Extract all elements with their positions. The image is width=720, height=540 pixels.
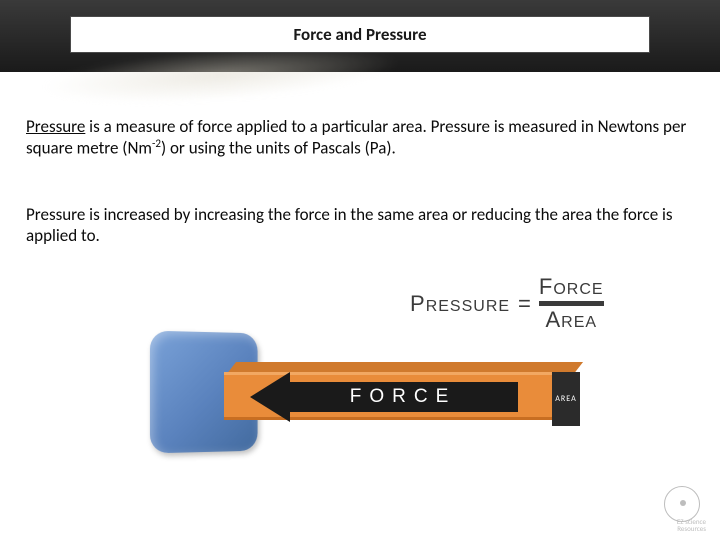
unit-exponent: -2	[152, 137, 161, 150]
p1-part2: ) or using the units of Pascals (Pa).	[161, 138, 396, 159]
brand-logo: EZ science Resources	[650, 486, 706, 530]
force-diagram: AREA FORCE	[150, 332, 580, 482]
formula-lhs: PRESSURE	[410, 291, 510, 317]
den-rest: REA	[561, 314, 597, 331]
formula-fraction: FORCE AREA	[539, 276, 604, 331]
lhs-rest: RESSURE	[426, 298, 510, 315]
fraction-bar	[539, 301, 604, 306]
area-label: AREA	[555, 394, 576, 404]
beam-end-face: AREA	[552, 372, 580, 426]
lhs-capital: P	[410, 291, 426, 316]
logo-line2: Resources	[677, 524, 706, 533]
paragraph-definition: Pressure is a measure of force applied t…	[26, 116, 694, 159]
denominator: AREA	[545, 309, 597, 331]
num-capital: F	[539, 274, 553, 299]
num-rest: ORCE	[553, 281, 603, 298]
logo-dot-icon	[680, 500, 686, 506]
numerator: FORCE	[539, 276, 604, 298]
pressure-formula: PRESSURE = FORCE AREA	[410, 276, 604, 331]
page-title: Force and Pressure	[70, 16, 650, 53]
force-label: FORCE	[350, 386, 457, 408]
logo-text: EZ science Resources	[677, 518, 706, 532]
force-arrow-head	[250, 372, 290, 422]
equals-sign: =	[518, 291, 531, 317]
force-arrow-body: FORCE	[288, 382, 518, 412]
paragraph-explanation: Pressure is increased by increasing the …	[26, 204, 694, 247]
den-capital: A	[545, 307, 561, 332]
term-pressure: Pressure	[26, 116, 85, 137]
